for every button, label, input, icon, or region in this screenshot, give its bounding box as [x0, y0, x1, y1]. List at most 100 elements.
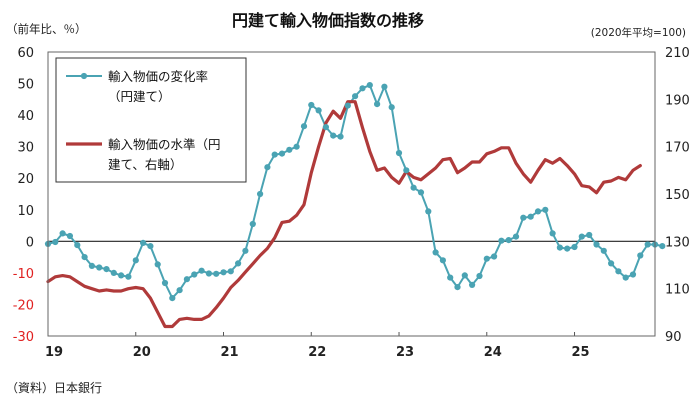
series-point-yoy: [271, 151, 278, 158]
series-point-yoy: [88, 262, 95, 269]
x-tick-label: 24: [484, 345, 502, 360]
right-tick-label: 170: [665, 141, 690, 156]
series-point-yoy: [447, 274, 454, 281]
series-point-yoy: [483, 255, 490, 262]
series-point-yoy: [176, 287, 183, 294]
legend-label: 輸入物価の変化率: [108, 69, 208, 84]
series-point-yoy: [600, 247, 607, 254]
left-axis-unit: （前年比、％）: [6, 22, 87, 36]
right-tick-label: 150: [665, 188, 690, 203]
series-point-yoy: [337, 133, 344, 140]
series-point-yoy: [542, 206, 549, 213]
left-tick-label: 0: [26, 235, 34, 250]
series-point-yoy: [96, 264, 103, 271]
right-tick-label: 190: [665, 93, 690, 108]
series-line-level: [46, 100, 642, 329]
series-point-yoy: [322, 124, 329, 131]
left-tick-label: -10: [13, 267, 34, 282]
right-tick-label: 130: [665, 235, 690, 250]
source-note: （資料）日本銀行: [6, 381, 102, 395]
right-tick-label: 110: [665, 283, 690, 298]
series-point-yoy: [344, 102, 351, 109]
series-point-yoy: [403, 167, 410, 174]
series-point-yoy: [220, 269, 227, 276]
plot-frame: [47, 51, 656, 337]
series-point-yoy: [140, 239, 147, 246]
legend-label: 建て、右軸）: [108, 157, 182, 172]
series-point-yoy: [183, 276, 190, 283]
series-point-yoy: [395, 149, 403, 157]
right-tick-label: 90: [665, 330, 682, 345]
series-point-yoy: [293, 143, 300, 150]
series-point-yoy: [491, 253, 498, 260]
left-tick-label: 40: [17, 109, 34, 124]
series-point-yoy: [622, 274, 629, 281]
series-point-yoy: [198, 267, 205, 274]
series-point-yoy: [549, 230, 556, 237]
series-point-yoy: [461, 272, 468, 279]
legend-label: 輸入物価の水準（円: [108, 137, 221, 152]
series-point-yoy: [249, 220, 256, 228]
series-point-yoy: [118, 272, 125, 279]
series-point-yoy: [257, 190, 264, 198]
series-point-yoy: [315, 107, 322, 114]
series-point-yoy: [110, 269, 117, 276]
series-point-yoy: [191, 271, 198, 278]
right-tick-label: 210: [665, 46, 690, 61]
series-point-yoy: [512, 233, 520, 240]
series-point-yoy: [410, 184, 417, 191]
chart-title: 円建て輸入物価指数の推移: [232, 11, 424, 30]
series-point-yoy: [74, 242, 81, 249]
series-point-yoy: [132, 257, 139, 264]
series-point-yoy: [154, 261, 161, 268]
series-point-yoy: [615, 268, 622, 275]
series-point-yoy: [388, 104, 395, 111]
series-point-yoy: [330, 132, 337, 139]
x-tick-label: 19: [45, 345, 63, 360]
series-point-yoy: [227, 268, 234, 275]
series-point-yoy: [125, 273, 132, 280]
series-point-yoy: [629, 271, 637, 278]
series-point-yoy: [205, 270, 212, 277]
series-point-yoy: [308, 101, 315, 109]
series-point-yoy: [659, 243, 666, 250]
left-tick-label: 10: [17, 204, 34, 219]
series-point-yoy: [578, 233, 585, 240]
left-tick-label: 30: [17, 141, 34, 156]
series-point-yoy: [586, 231, 593, 239]
series-point-yoy: [278, 150, 286, 157]
legend-label: （円建て）: [108, 89, 171, 104]
series-point-yoy: [366, 82, 373, 89]
series-point-yoy: [432, 249, 439, 256]
series-point-yoy: [103, 266, 110, 273]
series-point-yoy: [534, 208, 542, 215]
series-point-yoy: [520, 214, 527, 221]
series-point-yoy: [637, 252, 644, 259]
series-point-yoy: [66, 232, 73, 240]
series-point-yoy: [425, 208, 432, 215]
x-tick-label: 22: [308, 345, 326, 360]
series-point-yoy: [286, 146, 293, 153]
series-point-yoy: [59, 230, 66, 237]
series-point-yoy: [81, 254, 88, 261]
left-tick-label: 60: [17, 46, 34, 61]
series-point-yoy: [213, 270, 220, 277]
series-point-yoy: [476, 272, 483, 280]
series-point-yoy: [264, 164, 271, 171]
left-tick-label: 20: [17, 172, 34, 187]
x-tick-label: 20: [133, 345, 151, 360]
series-point-yoy: [161, 279, 169, 287]
series-point-yoy: [147, 243, 154, 250]
left-tick-label: -30: [13, 330, 34, 345]
left-tick-label: -20: [13, 298, 34, 313]
x-tick-label: 21: [220, 345, 238, 360]
legend-swatch-yoy-marker: [80, 72, 88, 80]
series-point-yoy: [242, 247, 249, 254]
series-point-yoy: [169, 295, 176, 302]
series-point-yoy: [417, 189, 425, 196]
series-point-yoy: [235, 260, 242, 267]
x-tick-label: 23: [396, 345, 414, 360]
series-point-yoy: [527, 213, 534, 220]
series-point-yoy: [505, 237, 512, 244]
